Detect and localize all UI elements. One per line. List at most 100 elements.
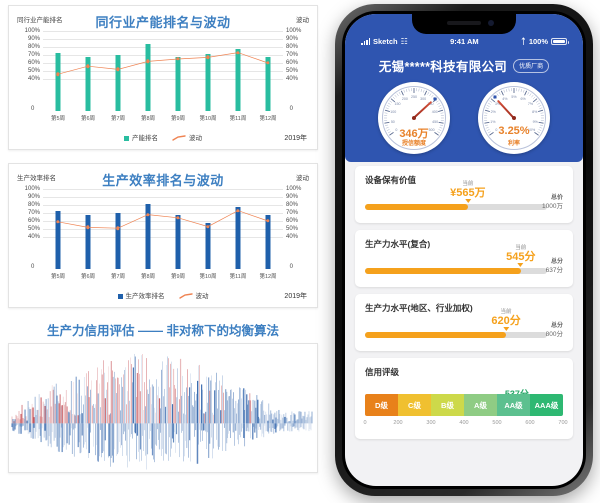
credit-band-3[interactable]: A级: [464, 394, 497, 416]
gauge-tick-label: 350: [427, 102, 434, 107]
legend-label: 产能排名: [132, 135, 158, 142]
metric-card[interactable]: 生产力水平(地区、行业加权) 当前 620分总分 800分: [355, 294, 573, 351]
x-axis-label: 第11周: [229, 274, 247, 280]
gauge-value-marker: [433, 97, 437, 101]
credit-band-4[interactable]: AA级: [497, 394, 530, 416]
current-label: 当前: [462, 181, 474, 187]
credit-band-2[interactable]: B级: [431, 394, 464, 416]
gauge-interest-rate: 0 1% 2% 3% 4% 5% 6% 7% 8% 9% 10% 3.25% 利率: [478, 82, 550, 154]
total-block: 总分 637分: [546, 258, 563, 275]
scale-tick: 700: [558, 420, 568, 426]
credit-bands: D级 C级 B级 A级 AA级 AAA级: [365, 394, 563, 416]
x-axis-label: 第7周: [110, 274, 126, 280]
legend-label: 生产效率排名: [125, 293, 165, 300]
x-axis-label: 第6周: [80, 274, 96, 280]
chart1-year: 2019年: [284, 135, 307, 142]
chart-line-point: [56, 220, 60, 224]
y-axis-tick: 40%: [27, 234, 40, 240]
y-axis-tick: 50%: [286, 68, 299, 74]
chart-bar: [55, 210, 61, 269]
progress-row: 当前 545分 总分 637分: [365, 245, 563, 276]
gridline: [43, 221, 283, 222]
gauge-hub: [412, 116, 416, 120]
gauge-tick-label: 3%: [494, 102, 501, 107]
x-axis-label: 第5周: [50, 274, 66, 280]
chart-line-point: [146, 59, 150, 64]
y-axis-tick: 50%: [286, 226, 299, 232]
chart1-left-zero: 0: [31, 106, 35, 112]
gauge-ring: [382, 86, 446, 150]
legend-line-icon: [178, 293, 193, 299]
y-axis-tick: 40%: [286, 234, 299, 240]
chart-bar: [85, 57, 91, 111]
scale-tick: 600: [525, 420, 535, 426]
chart-bar: [115, 213, 121, 269]
y-axis-tick: 90%: [27, 36, 40, 42]
card-title: 生产力水平(复合): [365, 239, 431, 249]
credit-band-5[interactable]: AAA级: [530, 394, 563, 416]
x-axis-label: 第9周: [170, 274, 186, 280]
x-axis-label: 第5周: [50, 116, 66, 122]
legend-swatch: [124, 135, 129, 141]
gauge-tick-label: 400: [431, 110, 438, 115]
gridline: [43, 71, 283, 72]
chart-bar: [205, 223, 211, 269]
x-axis-label: 第7周: [110, 116, 126, 122]
chart1-plot-area: 40% 40% 50% 50% 60% 60% 70% 70% 80% 80% 90% 90% 100%…: [25, 28, 301, 111]
chart2-title: 生产效率排名与波动: [102, 173, 224, 188]
metric-card[interactable]: 设备保有价值 当前 ¥565万 总价 1000万: [355, 166, 573, 223]
card-title: 设备保有价值: [365, 175, 417, 185]
gauge-tick-label: 150: [394, 102, 401, 107]
current-label: 当前: [500, 309, 512, 315]
status-bar-left: Sketch ☷: [361, 37, 408, 46]
legend-label: 波动: [195, 293, 209, 300]
gauge-tick-label: 500: [428, 128, 435, 133]
gauge-ring: [482, 86, 546, 150]
chart-line-point: [206, 224, 210, 229]
gridline: [43, 31, 283, 32]
y-axis-tick: 100%: [286, 186, 302, 192]
gauge-tick-label: 8%: [532, 110, 538, 115]
y-axis-tick: 70%: [27, 52, 40, 58]
credit-band-1[interactable]: C级: [398, 394, 431, 416]
metric-card[interactable]: 生产力水平(复合) 当前 545分 总分 637分: [355, 230, 573, 287]
y-axis-tick: 80%: [27, 44, 40, 50]
carrier-label: Sketch: [373, 37, 398, 46]
chart-bar: [235, 206, 241, 269]
phone-frame: Sketch ☷ 9:41 AM ᛏ 100% 无锡*****科技有限公司 优质…: [335, 4, 593, 496]
total-block: 总分 800分: [546, 322, 563, 339]
legend-label: 波动: [189, 135, 202, 142]
chart-line-point: [116, 67, 120, 72]
caret-down-icon: [517, 263, 524, 267]
status-badge[interactable]: 优质厂商: [513, 58, 550, 73]
bluetooth-icon: ᛏ: [521, 37, 526, 46]
chart3-title: 生产力信用评估 —— 非对称下的均衡算法: [47, 324, 279, 338]
y-axis-tick: 100%: [24, 28, 40, 34]
caret-down-icon: [503, 327, 510, 331]
progress-track[interactable]: [365, 332, 547, 338]
company-name: 无锡*****科技有限公司: [378, 60, 508, 74]
progress-fill: [365, 332, 507, 338]
chart-line-point: [206, 55, 210, 60]
progress-track[interactable]: [365, 204, 547, 210]
current-value: 545分: [506, 251, 536, 263]
gridline: [43, 55, 283, 56]
chart-bar: [85, 215, 91, 269]
chart-bar: [175, 57, 181, 111]
credit-band-0[interactable]: D级: [365, 394, 398, 416]
progress-track[interactable]: [365, 268, 547, 274]
gridline: [43, 47, 283, 48]
x-axis-label: 第10周: [199, 116, 217, 122]
total-value: 800分: [545, 331, 563, 338]
gauge-tick-label: 1%: [490, 119, 496, 124]
chart3-plot-area: [9, 344, 317, 472]
card-title: 生产力水平(地区、行业加权): [365, 303, 473, 313]
credit-rating-card[interactable]: 信用评级537分D级C级B级A级AA级AAA级02003004005006007…: [355, 358, 573, 439]
y-axis-tick: 60%: [27, 60, 40, 66]
current-value: 620分: [491, 315, 521, 327]
gauge-tick-label: 6%: [520, 96, 526, 101]
chart-bar: [265, 215, 271, 269]
gauge-tick-label: 7%: [527, 102, 534, 107]
gauge-tick-label: 50: [390, 119, 395, 124]
wifi-icon: ☷: [400, 37, 408, 46]
